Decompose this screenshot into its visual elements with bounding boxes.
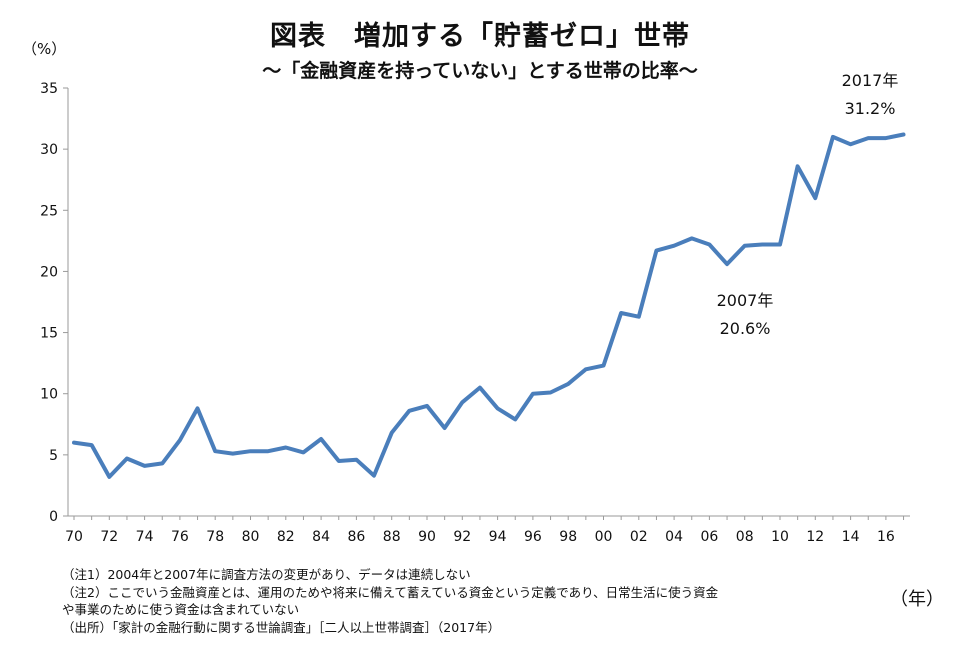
x-tick-label: 10 <box>771 529 789 545</box>
annotation-year: 2007年 <box>717 291 774 310</box>
footnote-2: （注2）ここでいう金融資産とは、運用のためや将来に備えて蓄えている資金という定義… <box>62 584 719 600</box>
x-tick-label: 76 <box>171 529 189 545</box>
x-tick-label: 72 <box>100 529 118 545</box>
chart-title: 図表 増加する「貯蓄ゼロ」世帯 <box>270 21 690 52</box>
x-tick-label: 90 <box>418 529 436 545</box>
y-tick-label: 10 <box>40 387 58 403</box>
footnotes: （注1）2004年と2007年に調査方法の変更があり、データは連続しない （注2… <box>62 566 892 636</box>
series-line <box>72 132 906 479</box>
x-tick-label: 02 <box>630 529 648 545</box>
x-tick-label: 82 <box>277 529 295 545</box>
y-axis-unit-label: （%） <box>22 40 66 58</box>
x-tick-label: 94 <box>489 529 507 545</box>
x-tick-label: 84 <box>312 529 330 545</box>
x-tick-label: 08 <box>736 529 754 545</box>
x-tick-label: 12 <box>806 529 824 545</box>
x-tick-label: 06 <box>700 529 718 545</box>
y-tick-label: 0 <box>49 509 58 525</box>
x-axis-unit-label: （年） <box>890 589 944 610</box>
annotation-value: 31.2% <box>845 99 896 118</box>
y-tick-label: 35 <box>40 81 58 97</box>
x-tick-label: 74 <box>136 529 154 545</box>
annotation-year: 2017年 <box>842 71 899 90</box>
y-tick-label: 25 <box>40 203 58 219</box>
x-tick-label: 88 <box>383 529 401 545</box>
chart-subtitle: ～「金融資産を持っていない」とする世帯の比率～ <box>262 60 698 82</box>
x-tick-label: 92 <box>453 529 471 545</box>
x-tick-label: 00 <box>595 529 613 545</box>
y-tick-label: 20 <box>40 264 58 280</box>
x-tick-label: 98 <box>559 529 577 545</box>
x-tick-label: 78 <box>206 529 224 545</box>
x-tick-label: 86 <box>347 529 365 545</box>
x-tick-label: 80 <box>242 529 260 545</box>
source-note: （出所）「家計の金融行動に関する世論調査」［二人以上世帯調査］（2017年） <box>62 619 501 635</box>
x-tick-label: 14 <box>842 529 860 545</box>
y-tick-label: 15 <box>40 326 58 342</box>
x-tick-label: 96 <box>524 529 542 545</box>
footnote-1: （注1）2004年と2007年に調査方法の変更があり、データは連続しない <box>62 567 471 582</box>
annotation-value: 20.6% <box>720 319 771 338</box>
footnote-2-continued: や事業のために使う資金は含まれていない <box>62 602 300 617</box>
x-tick-label: 70 <box>65 529 83 545</box>
y-tick-label: 30 <box>40 142 58 158</box>
y-tick-label: 5 <box>49 448 58 464</box>
x-tick-label: 16 <box>877 529 895 545</box>
x-tick-label: 04 <box>665 529 683 545</box>
